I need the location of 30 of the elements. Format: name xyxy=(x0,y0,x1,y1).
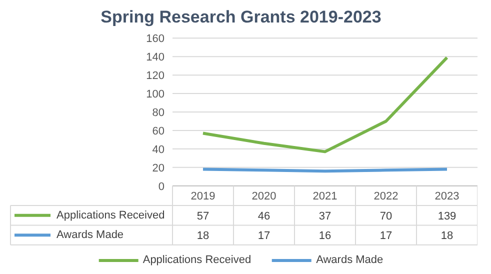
data-label: 17 xyxy=(258,230,270,242)
y-tick-label: 120 xyxy=(146,70,165,82)
data-label: 70 xyxy=(380,210,392,222)
y-tick-label: 100 xyxy=(146,88,165,101)
data-label: 18 xyxy=(440,230,454,242)
y-tick-label: 40 xyxy=(152,144,165,156)
data-label: 16 xyxy=(318,230,332,242)
legend-label: Awards Made xyxy=(316,254,384,266)
x-tick-label: 2021 xyxy=(312,190,338,203)
y-tick-label: 80 xyxy=(152,106,165,119)
x-tick-label: 2023 xyxy=(434,190,460,203)
y-tick-label: 60 xyxy=(152,125,165,138)
text: Awards Made xyxy=(56,229,124,242)
x-tick-label: 2020 xyxy=(252,190,276,203)
y-tick-label: 140 xyxy=(146,52,165,64)
data-label: 18 xyxy=(196,230,210,242)
data-label: 37 xyxy=(318,210,332,222)
line-series xyxy=(202,56,448,154)
data-label: 17 xyxy=(380,230,392,242)
text: Applications Received xyxy=(142,254,252,266)
data-label: 57 xyxy=(196,210,210,222)
y-tick-label: 160 xyxy=(146,33,165,46)
legend-label: Applications Received xyxy=(56,209,165,222)
x-tick-label: 2022 xyxy=(374,190,398,203)
data-label: 139 xyxy=(438,210,456,222)
chart-title: Spring Research Grants 2019-2023 xyxy=(100,8,382,26)
y-tick-label: 20 xyxy=(152,162,165,174)
data-label: 46 xyxy=(258,210,270,222)
x-tick-label: 2019 xyxy=(190,190,216,203)
y-tick-label: 0 xyxy=(158,180,165,193)
